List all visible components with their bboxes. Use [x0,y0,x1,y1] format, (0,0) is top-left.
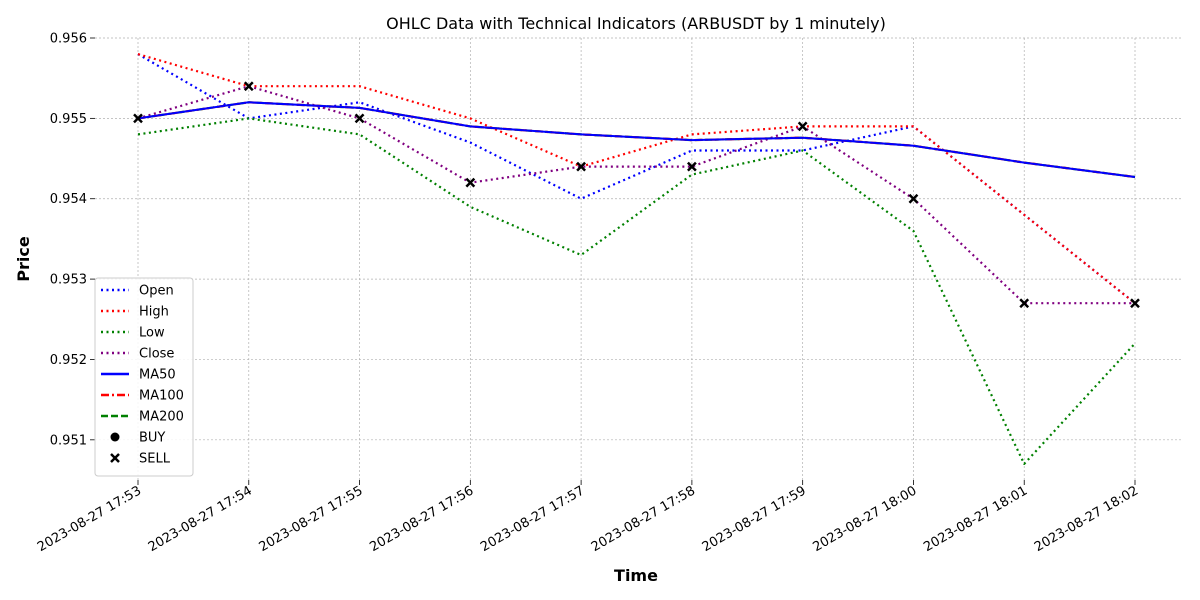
grid-lines [95,37,1183,480]
sell-marker [133,113,143,124]
legend-item: SELL [110,452,171,467]
x-tick-label: 2023-08-27 17:54 [146,483,255,555]
x-axis-label: Time [614,566,658,585]
svg-text:High: High [139,305,169,320]
x-tick-label: 2023-08-27 17:53 [35,483,144,555]
legend-item: BUY [110,431,165,446]
legend-item: Open [101,284,174,299]
x-tick-label: 2023-08-27 17:55 [257,483,366,555]
series-line-ma200 [137,101,1136,179]
svg-text:Open: Open [139,284,174,299]
y-tick-label: 0.954 [50,192,87,207]
series-line-high [137,53,1136,305]
y-tick-label: 0.955 [50,112,87,127]
chart-title: OHLC Data with Technical Indicators (ARB… [386,14,886,33]
x-tick-label: 2023-08-27 18:01 [921,483,1030,555]
sell-marker [908,193,919,204]
x-tick-label: 2023-08-27 18:02 [1032,483,1141,555]
svg-text:Low: Low [139,326,165,341]
svg-text:SELL: SELL [139,452,171,467]
sell-marker [465,177,476,188]
x-tick-label: 2023-08-27 17:58 [589,483,698,555]
legend-item: MA200 [101,410,184,425]
legend-item: Close [101,347,174,362]
series-line-low [137,117,1136,465]
svg-text:MA200: MA200 [139,410,184,425]
sell-marker [576,161,586,172]
sell-marker [1130,298,1140,309]
legend-item: Low [101,326,165,341]
y-tick-label: 0.951 [50,433,87,448]
series-line-close [137,85,1135,305]
series-lines [137,53,1136,465]
svg-text:BUY: BUY [139,431,165,446]
y-axis-label: Price [14,236,33,282]
legend-item: MA50 [101,368,176,383]
legend-frame [94,277,194,477]
y-tick-label: 0.956 [50,32,87,47]
x-tick-label: 2023-08-27 18:00 [810,483,919,555]
sell-marker [354,113,365,124]
y-tick-label: 0.953 [50,273,87,288]
legend-item: High [101,305,169,320]
series-line-ma50 [137,101,1136,178]
x-tick-label: 2023-08-27 17:59 [700,483,809,555]
legend: Open High Low Close MA50 MA100 MA200 BUY SELL [94,277,194,477]
legend-item: MA100 [101,389,184,404]
svg-text:MA100: MA100 [139,389,184,404]
y-tick-label: 0.952 [50,353,87,368]
svg-text:MA50: MA50 [139,368,176,383]
sell-marker [243,81,254,92]
sell-marker [687,161,697,172]
series-line-ma100 [137,101,1136,179]
signal-markers [133,81,1140,309]
svg-text:Close: Close [139,347,174,362]
x-tick-label: 2023-08-27 17:57 [478,483,587,555]
sell-marker [797,121,808,132]
sell-marker [1019,298,1030,309]
x-tick-label: 2023-08-27 17:56 [367,483,476,555]
